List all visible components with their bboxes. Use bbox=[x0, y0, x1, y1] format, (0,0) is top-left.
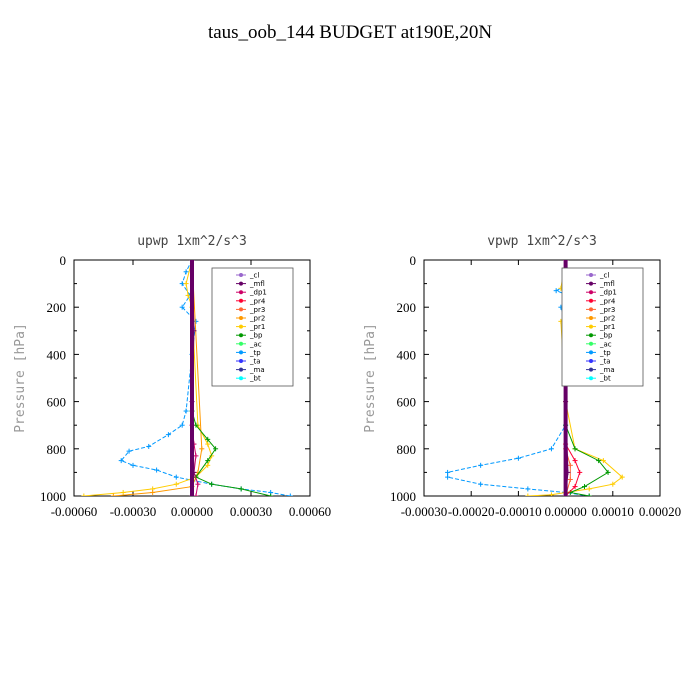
panel-2-legend-marker bbox=[589, 298, 593, 303]
panel-1-legend-label: _pr2 bbox=[249, 315, 265, 323]
panel-2-xtick-label: -0.00020 bbox=[448, 504, 495, 519]
panel-1-legend-label: _pr1 bbox=[249, 323, 265, 331]
panel-1-legend-marker bbox=[239, 273, 243, 277]
panel-1-legend-marker bbox=[239, 324, 243, 329]
panel-1-xtick-label: 0.00000 bbox=[171, 504, 213, 519]
panel-2-title: vpwp 1xm^2/s^3 bbox=[487, 234, 597, 249]
panel-1-legend-label: _dp1 bbox=[249, 289, 267, 297]
panel-1-legend-marker bbox=[239, 359, 243, 363]
panel-1-ytick-label: 400 bbox=[47, 347, 67, 362]
panel-1-xtick-label: 0.00060 bbox=[289, 504, 331, 519]
panel-2-legend-label: _ta bbox=[599, 358, 611, 366]
panel-2-legend-label: _dp1 bbox=[599, 289, 617, 297]
panel-2-legend-marker bbox=[589, 281, 593, 286]
panel-1-legend-marker bbox=[239, 281, 243, 286]
panel-1-ytick-label: 0 bbox=[60, 253, 67, 268]
panel-1-legend-label: _ta bbox=[249, 358, 261, 366]
panel-2-legend-label: _mfl bbox=[599, 280, 615, 288]
panel-1-ytick-label: 200 bbox=[47, 300, 67, 315]
panel-2-legend-label: _pr3 bbox=[599, 306, 615, 314]
panel-1-xtick-label: -0.00060 bbox=[51, 504, 98, 519]
panel-2-legend-label: _bp bbox=[599, 332, 613, 340]
panel-2-legend-label: _pr4 bbox=[599, 297, 616, 305]
panel-1-legend-label: _mfl bbox=[249, 280, 265, 288]
panel-2-legend-marker bbox=[589, 307, 593, 312]
panel-1-xtick-label: -0.00030 bbox=[110, 504, 157, 519]
panel-2-ytick-label: 200 bbox=[397, 300, 417, 315]
panel-1-legend-marker bbox=[239, 333, 243, 338]
panel-2-xtick-label: -0.00010 bbox=[495, 504, 542, 519]
panel-1-legend-label: _bt bbox=[249, 375, 261, 383]
panel-1-legend-label: _tp bbox=[249, 349, 261, 357]
panel-1-legend-label: _ac bbox=[249, 340, 262, 348]
panel-1-legend-marker bbox=[239, 350, 243, 355]
panel-1-xtick-label: 0.00030 bbox=[230, 504, 272, 519]
panel-1-legend-box bbox=[211, 267, 294, 387]
panel-2-ytick-label: 600 bbox=[397, 395, 417, 410]
panel-2-legend-marker bbox=[589, 376, 593, 381]
panel-2-xtick-label: 0.00010 bbox=[592, 504, 634, 519]
panel-1-ytick-label: 1000 bbox=[40, 489, 66, 504]
panel-1-legend-label: _ma bbox=[249, 366, 265, 374]
panel-1-legend-marker bbox=[239, 290, 243, 295]
panel-1-legend-label: _cl bbox=[249, 272, 259, 280]
panel-1-title: upwp 1xm^2/s^3 bbox=[137, 234, 247, 249]
panel-2-legend-label: _tp bbox=[599, 349, 611, 357]
panel-1-ytick-label: 600 bbox=[47, 395, 67, 410]
panel-2: vpwp 1xm^2/s^3 Pressure [hPa] 0 200 400 600 80… bbox=[363, 234, 681, 519]
panel-1: upwp 1xm^2/s^3 Pressure [hPa] 0 200 400 600 80… bbox=[13, 234, 331, 519]
panel-2-legend-label: _pr1 bbox=[599, 323, 615, 331]
panel-2-legend-marker bbox=[589, 359, 593, 363]
panel-2-legend-marker bbox=[589, 367, 593, 372]
panel-2-legend-marker bbox=[589, 333, 593, 338]
panel-2-legend-label: _bt bbox=[599, 375, 611, 383]
panel-1-ylabel: Pressure [hPa] bbox=[13, 323, 28, 433]
panel-2-legend-label: _ma bbox=[599, 366, 615, 374]
panel-1-legend-marker bbox=[239, 367, 243, 372]
panel-2-legend-box bbox=[561, 267, 644, 387]
panel-1-ytick-label: 800 bbox=[47, 442, 67, 457]
panel-1-legend-marker bbox=[239, 298, 243, 303]
panel-1-series-pr2-line bbox=[113, 260, 203, 496]
panel-2-xtick-label: 0.00000 bbox=[544, 504, 586, 519]
figure-title: taus_oob_144 BUDGET at190E,20N bbox=[207, 22, 493, 43]
panel-1-legend-marker bbox=[239, 376, 243, 381]
panel-2-legend-marker bbox=[589, 273, 593, 277]
panel-2-ytick-label: 400 bbox=[397, 347, 417, 362]
panel-2-legend-label: _pr2 bbox=[599, 315, 615, 323]
panel-1-legend-marker bbox=[239, 307, 243, 312]
panel-1-legend-label: _bp bbox=[249, 332, 263, 340]
panel-2-legend-marker bbox=[589, 350, 593, 355]
panel-2-legend-marker bbox=[589, 341, 593, 346]
panel-2-xtick-label: 0.00020 bbox=[639, 504, 681, 519]
panel-2-xtick-label: -0.00030 bbox=[401, 504, 448, 519]
panel-1-legend-label: _pr4 bbox=[249, 297, 266, 305]
panel-2-ylabel: Pressure [hPa] bbox=[363, 323, 378, 433]
panel-1-legend-label: _pr3 bbox=[249, 306, 265, 314]
panel-2-legend-marker bbox=[589, 290, 593, 295]
panel-2-ytick-label: 800 bbox=[397, 442, 417, 457]
panel-2-legend-marker bbox=[589, 324, 593, 329]
panel-1-legend-marker bbox=[239, 316, 243, 320]
panel-1-legend-marker bbox=[239, 341, 243, 346]
panel-1-series-group bbox=[81, 260, 293, 496]
panel-2-ytick-label: 0 bbox=[410, 253, 417, 268]
panel-2-legend-label: _cl bbox=[599, 272, 609, 280]
panel-2-legend-marker bbox=[589, 316, 593, 320]
panel-2-ytick-label: 1000 bbox=[390, 489, 416, 504]
panel-2-legend-label: _ac bbox=[599, 340, 612, 348]
